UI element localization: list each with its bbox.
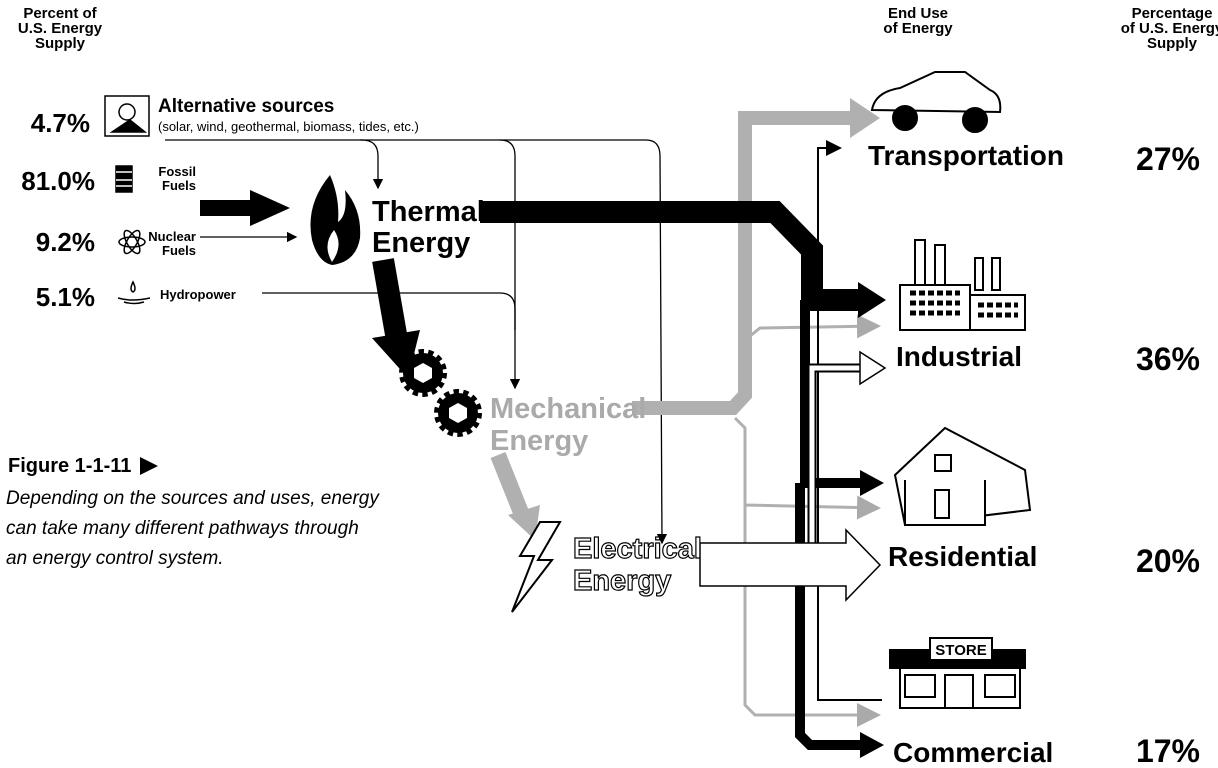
end-use-percent: 20% xyxy=(1136,543,1200,579)
shape-path xyxy=(812,368,862,548)
shape-path xyxy=(812,368,862,548)
source-label: Alternative sources xyxy=(158,96,334,117)
form-label: Mechanical xyxy=(490,393,646,425)
source-header: Percent of U.S. Energy Supply xyxy=(18,5,103,52)
end-use-label: Industrial xyxy=(896,341,1022,372)
header-line: Supply xyxy=(1147,35,1198,52)
shape-circle xyxy=(893,106,917,130)
shape-rect xyxy=(992,258,1000,290)
source-label: Fuels xyxy=(162,178,196,193)
form-label: Electrical xyxy=(573,533,702,565)
header-line: of Energy xyxy=(883,20,953,37)
shape-circle xyxy=(963,108,987,132)
form-label: Thermal xyxy=(372,196,485,228)
source-percent: 9.2% xyxy=(36,227,95,257)
shape-polygon xyxy=(200,190,290,226)
source-icons xyxy=(105,96,150,304)
shape-rect xyxy=(945,675,973,708)
shape-polygon xyxy=(860,352,885,384)
shape-ellipse xyxy=(119,237,145,247)
shape-rect xyxy=(935,490,949,518)
shape-polygon xyxy=(700,530,880,600)
figure-number: Figure 1-1-11 xyxy=(8,455,131,477)
end-use-label: Residential xyxy=(888,541,1037,572)
shape-polygon xyxy=(858,282,886,318)
source-label: Fossil xyxy=(158,164,196,179)
shape-rect xyxy=(905,675,935,697)
header-line: Supply xyxy=(35,35,86,52)
shape-rect xyxy=(116,166,132,192)
shape-path xyxy=(745,326,878,340)
source-note: (solar, wind, geothermal, biomass, tides… xyxy=(158,119,419,134)
caption-arrow xyxy=(140,457,158,475)
caption-line: an energy control system. xyxy=(6,548,224,569)
end-use-header: End Use of Energy xyxy=(883,5,953,37)
end-use-label: Commercial xyxy=(893,737,1053,768)
shape-rect xyxy=(935,245,945,290)
shape-polygon xyxy=(860,470,884,496)
form-label: Energy xyxy=(490,425,588,457)
source-label: Nuclear xyxy=(148,229,196,244)
shape-path xyxy=(131,282,135,292)
shape-rect xyxy=(915,240,925,290)
end-use-label: Transportation xyxy=(868,140,1064,171)
end-use-percent: 27% xyxy=(1136,141,1200,177)
shape-path xyxy=(498,455,522,515)
shape-path xyxy=(118,298,150,304)
caption-line: Depending on the sources and uses, energ… xyxy=(6,488,380,509)
shape-path xyxy=(480,212,860,300)
caption-line: can take many different pathways through xyxy=(6,518,359,539)
use-percent-header: Percentage of U.S. Energy Supply xyxy=(1121,5,1218,52)
form-label: Energy xyxy=(573,565,671,597)
shape-rect xyxy=(985,675,1015,697)
store-sign: STORE xyxy=(935,642,986,659)
caption: Figure 1-1-11 Depending on the sources a… xyxy=(6,455,380,569)
form-label: Energy xyxy=(372,227,470,259)
source-label: Hydropower xyxy=(160,287,236,302)
shape-polygon xyxy=(860,732,884,758)
shape-path xyxy=(818,148,882,700)
source-percent: 5.1% xyxy=(36,282,95,312)
shape-path xyxy=(500,140,662,543)
source-percent: 81.0% xyxy=(21,166,95,196)
source-label: Fuels xyxy=(162,243,196,258)
end-use-percent: 36% xyxy=(1136,341,1200,377)
shape-path xyxy=(512,522,560,612)
shape-path xyxy=(383,260,397,340)
shape-rect xyxy=(935,455,951,471)
shape-rect xyxy=(975,258,983,290)
shape-path xyxy=(872,72,1000,112)
shape-path xyxy=(165,140,378,188)
source-percent: 4.7% xyxy=(31,108,90,138)
end-use-percent: 17% xyxy=(1136,733,1200,768)
energy-diagram: Percent of U.S. Energy Supply End Use of… xyxy=(0,0,1218,768)
